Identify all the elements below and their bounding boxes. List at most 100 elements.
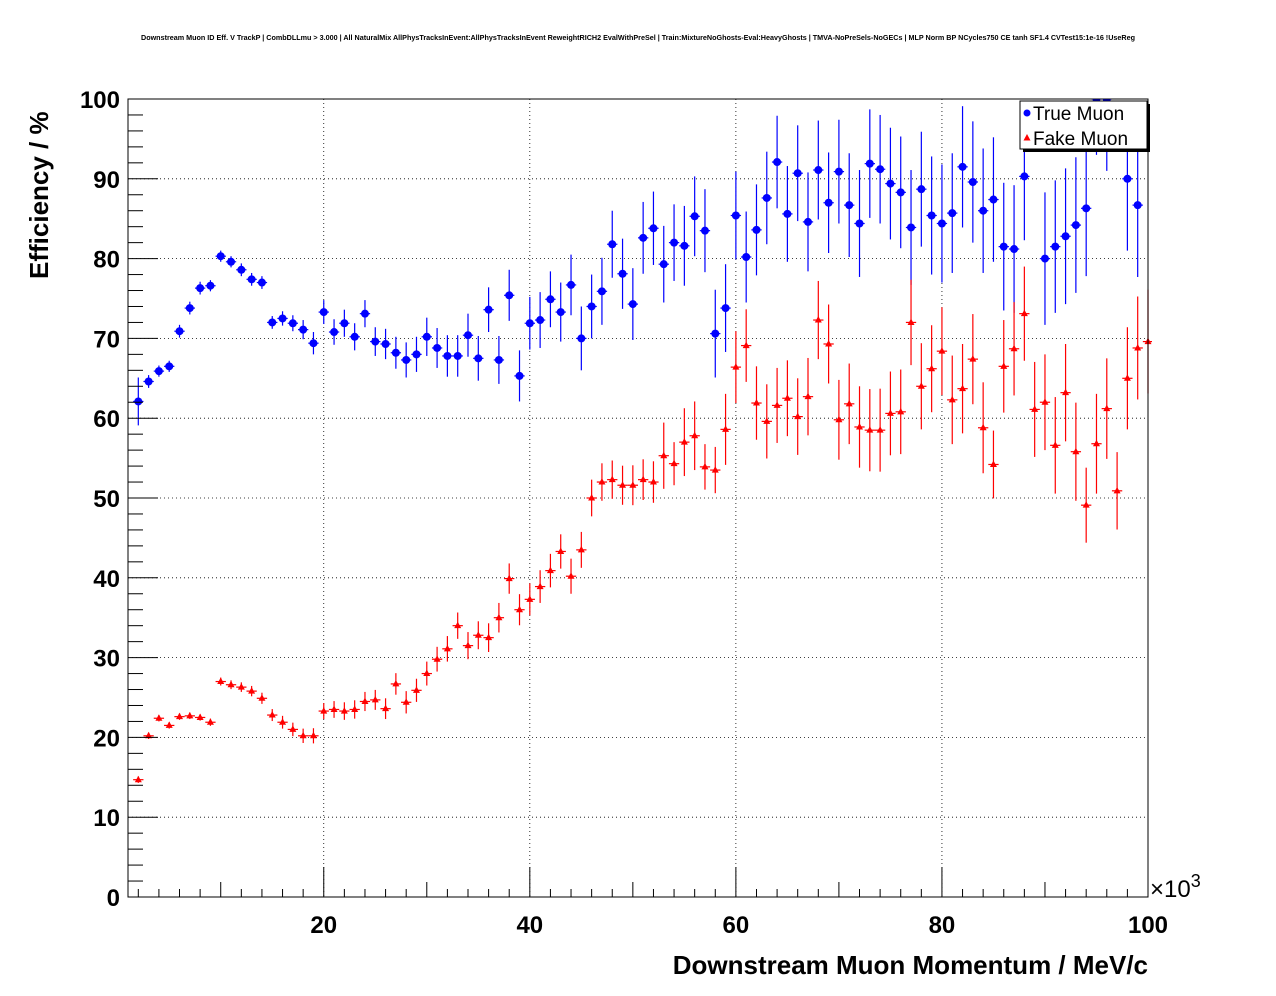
fake-muon-point [411, 678, 422, 702]
fake-muon-point [359, 691, 371, 712]
legend-marker [1023, 109, 1031, 117]
fake-muon-point [184, 711, 195, 720]
true-muon-point [246, 272, 257, 286]
fake-muon-point [998, 320, 1009, 413]
fake-muon-point [648, 461, 659, 503]
fake-muon-point [1008, 302, 1020, 396]
true-muon-point [370, 327, 381, 356]
legend-entry-fake-muon: Fake Muon [1023, 129, 1128, 150]
fake-muon-point [658, 422, 669, 489]
true-muon-point [308, 332, 319, 355]
y-tick-label: 40 [93, 566, 120, 593]
true-muon-point [998, 182, 1009, 311]
fake-muon-point [1132, 296, 1143, 400]
true-muon-point [967, 121, 978, 243]
fake-muon-point [1081, 467, 1092, 543]
y-tick-label: 30 [93, 646, 120, 673]
true-muon-point [164, 360, 175, 372]
y-axis-label: Efficiency / % [24, 111, 54, 279]
true-muon-point [174, 324, 185, 338]
true-muon-point [277, 311, 288, 326]
legend-label: True Muon [1033, 104, 1124, 125]
true-muon-point [555, 282, 566, 342]
true-muon-point [1008, 185, 1020, 313]
fake-muon-point [679, 408, 690, 477]
fake-muon-point [916, 343, 927, 430]
fake-muon-point [905, 279, 917, 366]
fake-muon-point [596, 463, 608, 501]
true-muon-point [225, 256, 237, 268]
y-tick-label: 0 [107, 885, 120, 912]
true-muon-point [514, 350, 525, 402]
true-muon-point [689, 176, 700, 257]
fake-muon-point [668, 442, 680, 486]
fake-muon-point [802, 357, 814, 436]
true-muon-point [844, 153, 855, 258]
x-tick-label: 40 [516, 912, 543, 939]
true-muon-point [442, 335, 453, 377]
fake-muon-point [205, 718, 216, 726]
true-muon-point [864, 109, 875, 218]
fake-muon-point [978, 382, 989, 474]
fake-muon-point [936, 307, 948, 396]
fake-muon-point [277, 715, 288, 729]
fake-muon-point [823, 304, 834, 384]
x-axis-multiplier-exponent: 3 [1191, 871, 1201, 891]
fake-muon-point [339, 702, 350, 720]
fake-muon-point [967, 314, 978, 405]
true-muon-point [390, 336, 402, 369]
fake-muon-point [483, 623, 494, 653]
true-muon-point [1060, 168, 1071, 305]
fake-muon-point [1091, 393, 1102, 494]
x-axis-multiplier: ×103 [1150, 871, 1201, 903]
true-muon-point [133, 377, 144, 426]
fake-muon-point [514, 594, 525, 626]
fake-muon-point [287, 722, 298, 737]
fake-muon-point [1019, 266, 1030, 361]
fake-muon-point [988, 430, 999, 499]
true-muon-point [1050, 180, 1061, 313]
true-muon-point [586, 274, 597, 339]
fake-muon-point [143, 731, 154, 739]
true-muon-point [267, 316, 278, 329]
fake-muon-point [174, 712, 185, 720]
fake-muon-point [133, 775, 144, 783]
true-muon-point [431, 328, 443, 368]
y-tick-label: 70 [93, 326, 120, 353]
fake-muon-point [638, 459, 649, 500]
true-muon-point [298, 320, 309, 340]
true-muon-point [895, 136, 906, 249]
fake-muon-point [1070, 402, 1082, 501]
fake-muon-point [720, 393, 731, 465]
fake-muon-point [607, 460, 618, 499]
fake-muon-point [473, 621, 484, 650]
fake-muon-point [761, 384, 772, 459]
fake-muon-point [885, 371, 896, 456]
true-muon-point [720, 264, 731, 352]
fake-muon-point [565, 558, 577, 594]
true-muon-point [802, 172, 814, 272]
true-muon-point [730, 171, 742, 260]
chart-title: Downstream Muon ID Eff. V TrackP | CombD… [141, 33, 1135, 42]
true-muon-point [534, 292, 546, 348]
fake-muon-point [874, 388, 886, 472]
x-tick-label: 60 [723, 912, 750, 939]
plot-markers [133, 99, 1152, 783]
fake-muon-point [1039, 354, 1051, 451]
fake-muon-point [431, 646, 443, 672]
true-muon-point [658, 225, 669, 303]
true-muon-point [576, 306, 587, 371]
fake-muon-point [864, 389, 875, 472]
true-muon-point [854, 170, 865, 277]
true-muon-point [741, 211, 752, 303]
fake-muon-point [947, 355, 958, 445]
y-tick-label: 50 [93, 486, 120, 513]
true-muon-point [668, 204, 680, 281]
fake-muon-point [854, 386, 865, 468]
true-muon-point [596, 257, 608, 325]
true-muon-point [710, 289, 721, 378]
y-tick-label: 80 [93, 247, 120, 274]
y-tick-label: 10 [93, 805, 120, 832]
fake-muon-point [534, 570, 546, 603]
